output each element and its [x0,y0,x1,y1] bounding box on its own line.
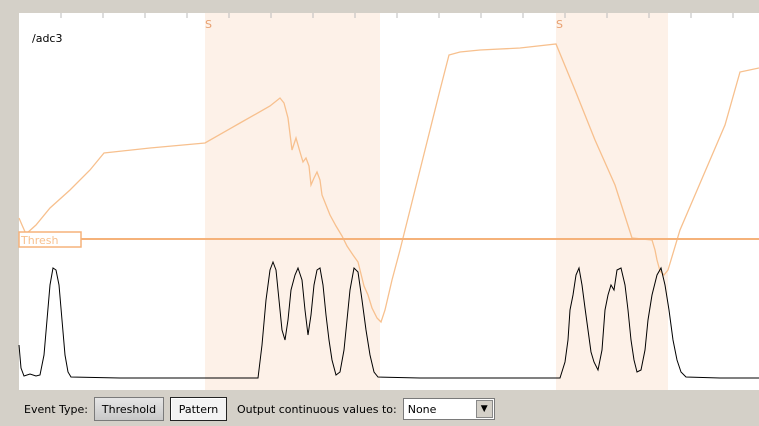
event-type-label: Event Type: [24,402,88,416]
waveform-plot[interactable]: S S /adc3 Thresh [0,0,759,392]
time-ticks [60,13,734,18]
output-select[interactable]: None ▼ [402,398,495,420]
waveform-panel[interactable]: S S /adc3 Thresh [0,0,759,392]
output-label: Output continuous values to: [236,402,397,416]
chevron-down-icon[interactable]: ▼ [475,400,493,418]
event-toolbar: Event Type: Threshold Pattern Output con… [0,392,759,426]
event-band [205,13,380,390]
output-select-value: None [407,402,437,416]
pattern-button[interactable]: Pattern [169,397,227,421]
event-marker-1[interactable]: S [205,18,212,31]
threshold-handle[interactable] [18,231,82,248]
pattern-trace [18,43,759,324]
threshold-label: Thresh [20,234,58,247]
signal-trace [18,260,759,379]
threshold-button[interactable]: Threshold [93,397,164,421]
channel-label: /adc3 [32,32,62,45]
event-marker-2[interactable]: S [556,18,563,31]
event-band [556,13,668,390]
